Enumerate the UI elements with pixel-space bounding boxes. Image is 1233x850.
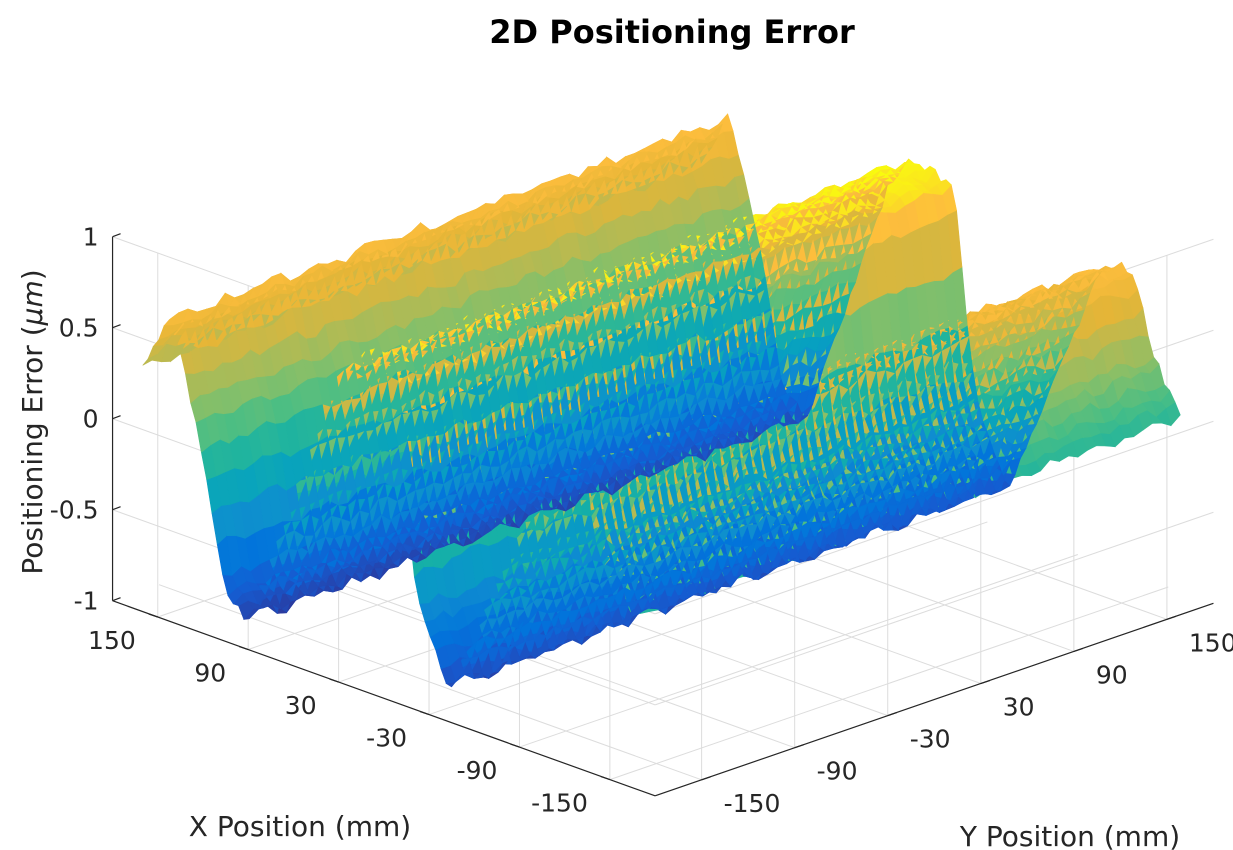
grid-line [519,554,1078,748]
grid-line [609,586,1169,781]
grid-line [428,521,988,716]
grid-line [112,509,656,706]
grid-line [654,511,1214,706]
surface-layer [142,113,1181,688]
grid-line [654,420,1214,615]
